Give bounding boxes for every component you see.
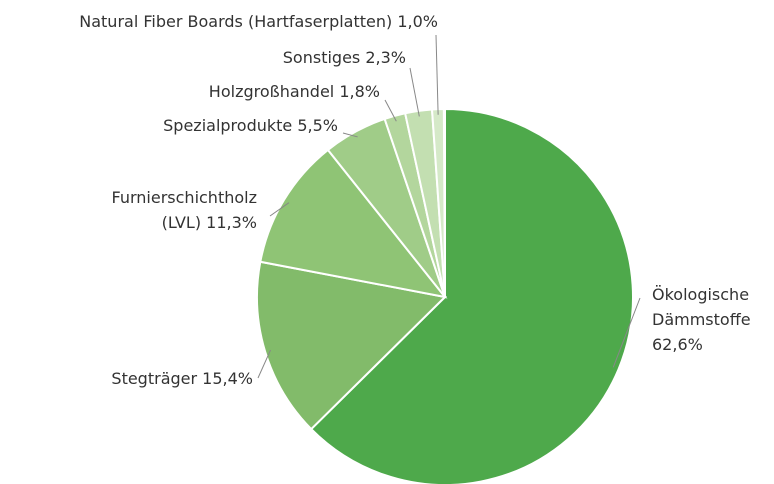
slice-label: Furnierschichtholz (LVL) 11,3% bbox=[87, 185, 257, 235]
category-label: Natural Fiber Boards (Hartfaserplatten) bbox=[79, 12, 393, 31]
category-label: Spezialprodukte bbox=[163, 116, 293, 135]
slice-label: Ökologische Dämmstoffe 62,6% bbox=[652, 282, 774, 357]
category-label: Sonstiges bbox=[282, 48, 361, 67]
leader-line bbox=[257, 349, 271, 379]
value-label: 62,6% bbox=[652, 335, 703, 354]
slice-label: Sonstiges 2,3% bbox=[186, 45, 406, 70]
category-label: Furnierschichtholz (LVL) bbox=[111, 188, 257, 232]
value-label: 2,3% bbox=[365, 48, 406, 67]
category-label: Holzgroßhandel bbox=[208, 82, 335, 101]
leader-line bbox=[269, 202, 290, 217]
value-label: 1,8% bbox=[339, 82, 380, 101]
pie-slice bbox=[309, 107, 634, 484]
leader-line bbox=[342, 132, 358, 138]
slice-label: Spezialprodukte 5,5% bbox=[118, 113, 338, 138]
leader-line bbox=[384, 99, 397, 122]
category-label: Stegträger bbox=[111, 369, 198, 388]
leader-line bbox=[612, 297, 641, 368]
value-label: 1,0% bbox=[397, 12, 438, 31]
category-label: Ökologische Dämmstoffe bbox=[652, 285, 751, 329]
value-label: 11,3% bbox=[206, 213, 257, 232]
pie-slice bbox=[259, 148, 448, 299]
leader-line bbox=[435, 34, 439, 115]
leader-line bbox=[409, 67, 420, 117]
value-label: 15,4% bbox=[202, 369, 253, 388]
slice-label: Holzgroßhandel 1,8% bbox=[160, 79, 380, 104]
pie-slice bbox=[256, 260, 448, 431]
slice-label: Stegträger 15,4% bbox=[53, 366, 253, 391]
value-label: 5,5% bbox=[297, 116, 338, 135]
slice-label: Natural Fiber Boards (Hartfaserplatten) … bbox=[0, 9, 438, 34]
